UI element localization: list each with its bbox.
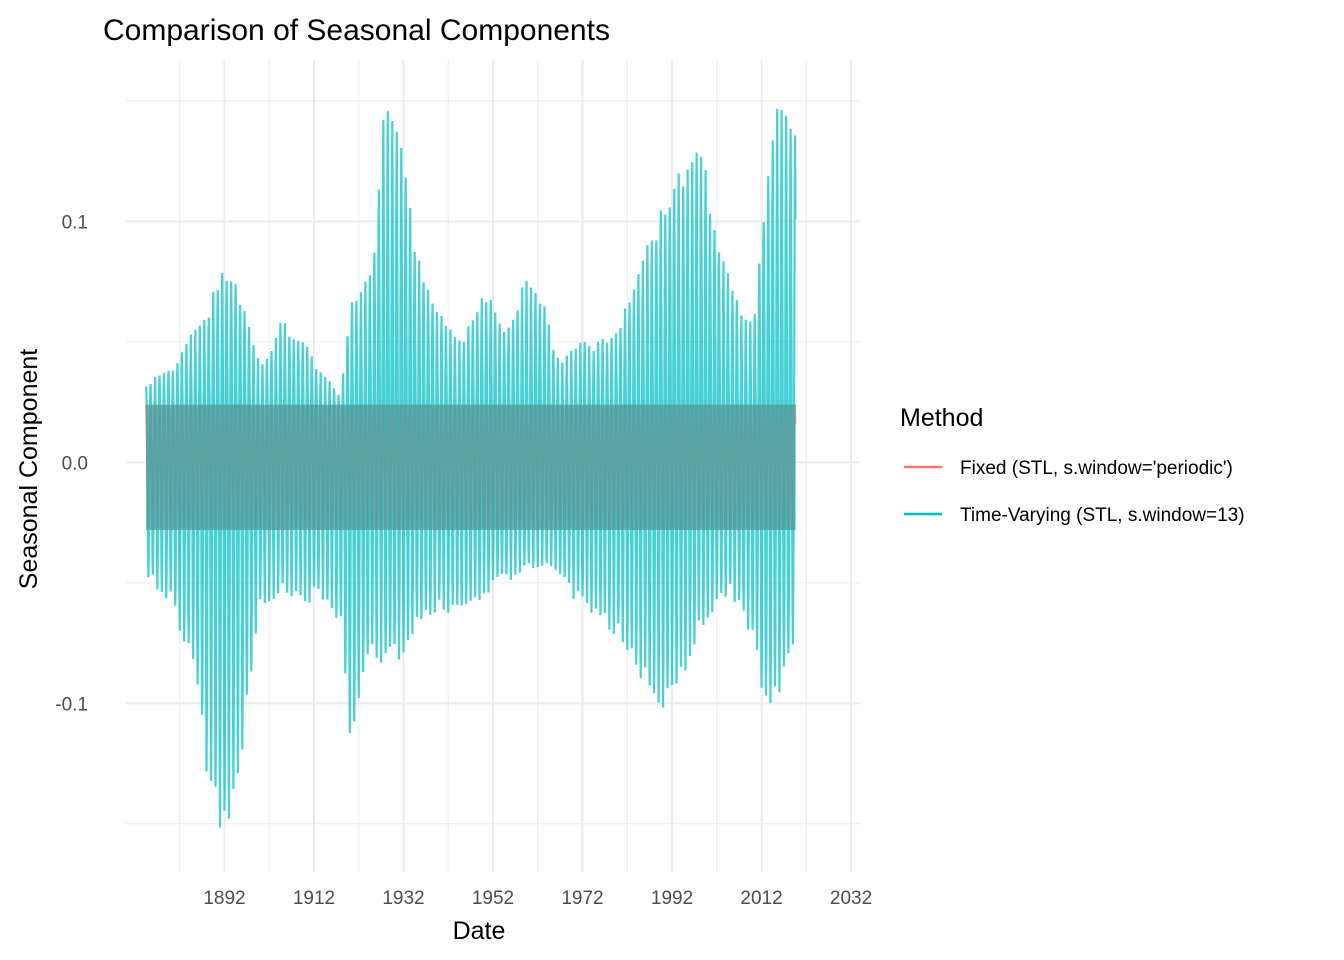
- x-tick-label: 1992: [651, 888, 693, 909]
- x-axis-title: Date: [453, 917, 506, 945]
- legend-title: Method: [900, 404, 983, 432]
- axes: 1892 1912 1932 1952 1972 1992 2012 2032 -0.1 0.0 0…: [55, 212, 872, 909]
- x-tick-label: 1972: [561, 888, 603, 909]
- legend-label-fixed: Fixed (STL, s.window='periodic'): [960, 458, 1233, 479]
- y-tick-label: 0.1: [62, 212, 88, 233]
- x-tick-label: 1892: [203, 888, 245, 909]
- y-tick-label: 0.0: [62, 453, 88, 474]
- plot-area: [145, 108, 797, 828]
- y-tick-label: -0.1: [55, 694, 88, 715]
- x-tick-label: 2012: [740, 888, 782, 909]
- legend: Method Fixed (STL, s.window='periodic') …: [900, 404, 1245, 526]
- fixed-band-overlap: [146, 404, 796, 530]
- x-tick-label: 2032: [830, 888, 872, 909]
- chart-title: Comparison of Seasonal Components: [103, 14, 610, 47]
- legend-label-time-varying: Time-Varying (STL, s.window=13): [960, 505, 1245, 526]
- y-axis-title: Seasonal Component: [15, 349, 43, 589]
- x-tick-label: 1912: [293, 888, 335, 909]
- x-tick-label: 1952: [472, 888, 514, 909]
- x-tick-label: 1932: [382, 888, 424, 909]
